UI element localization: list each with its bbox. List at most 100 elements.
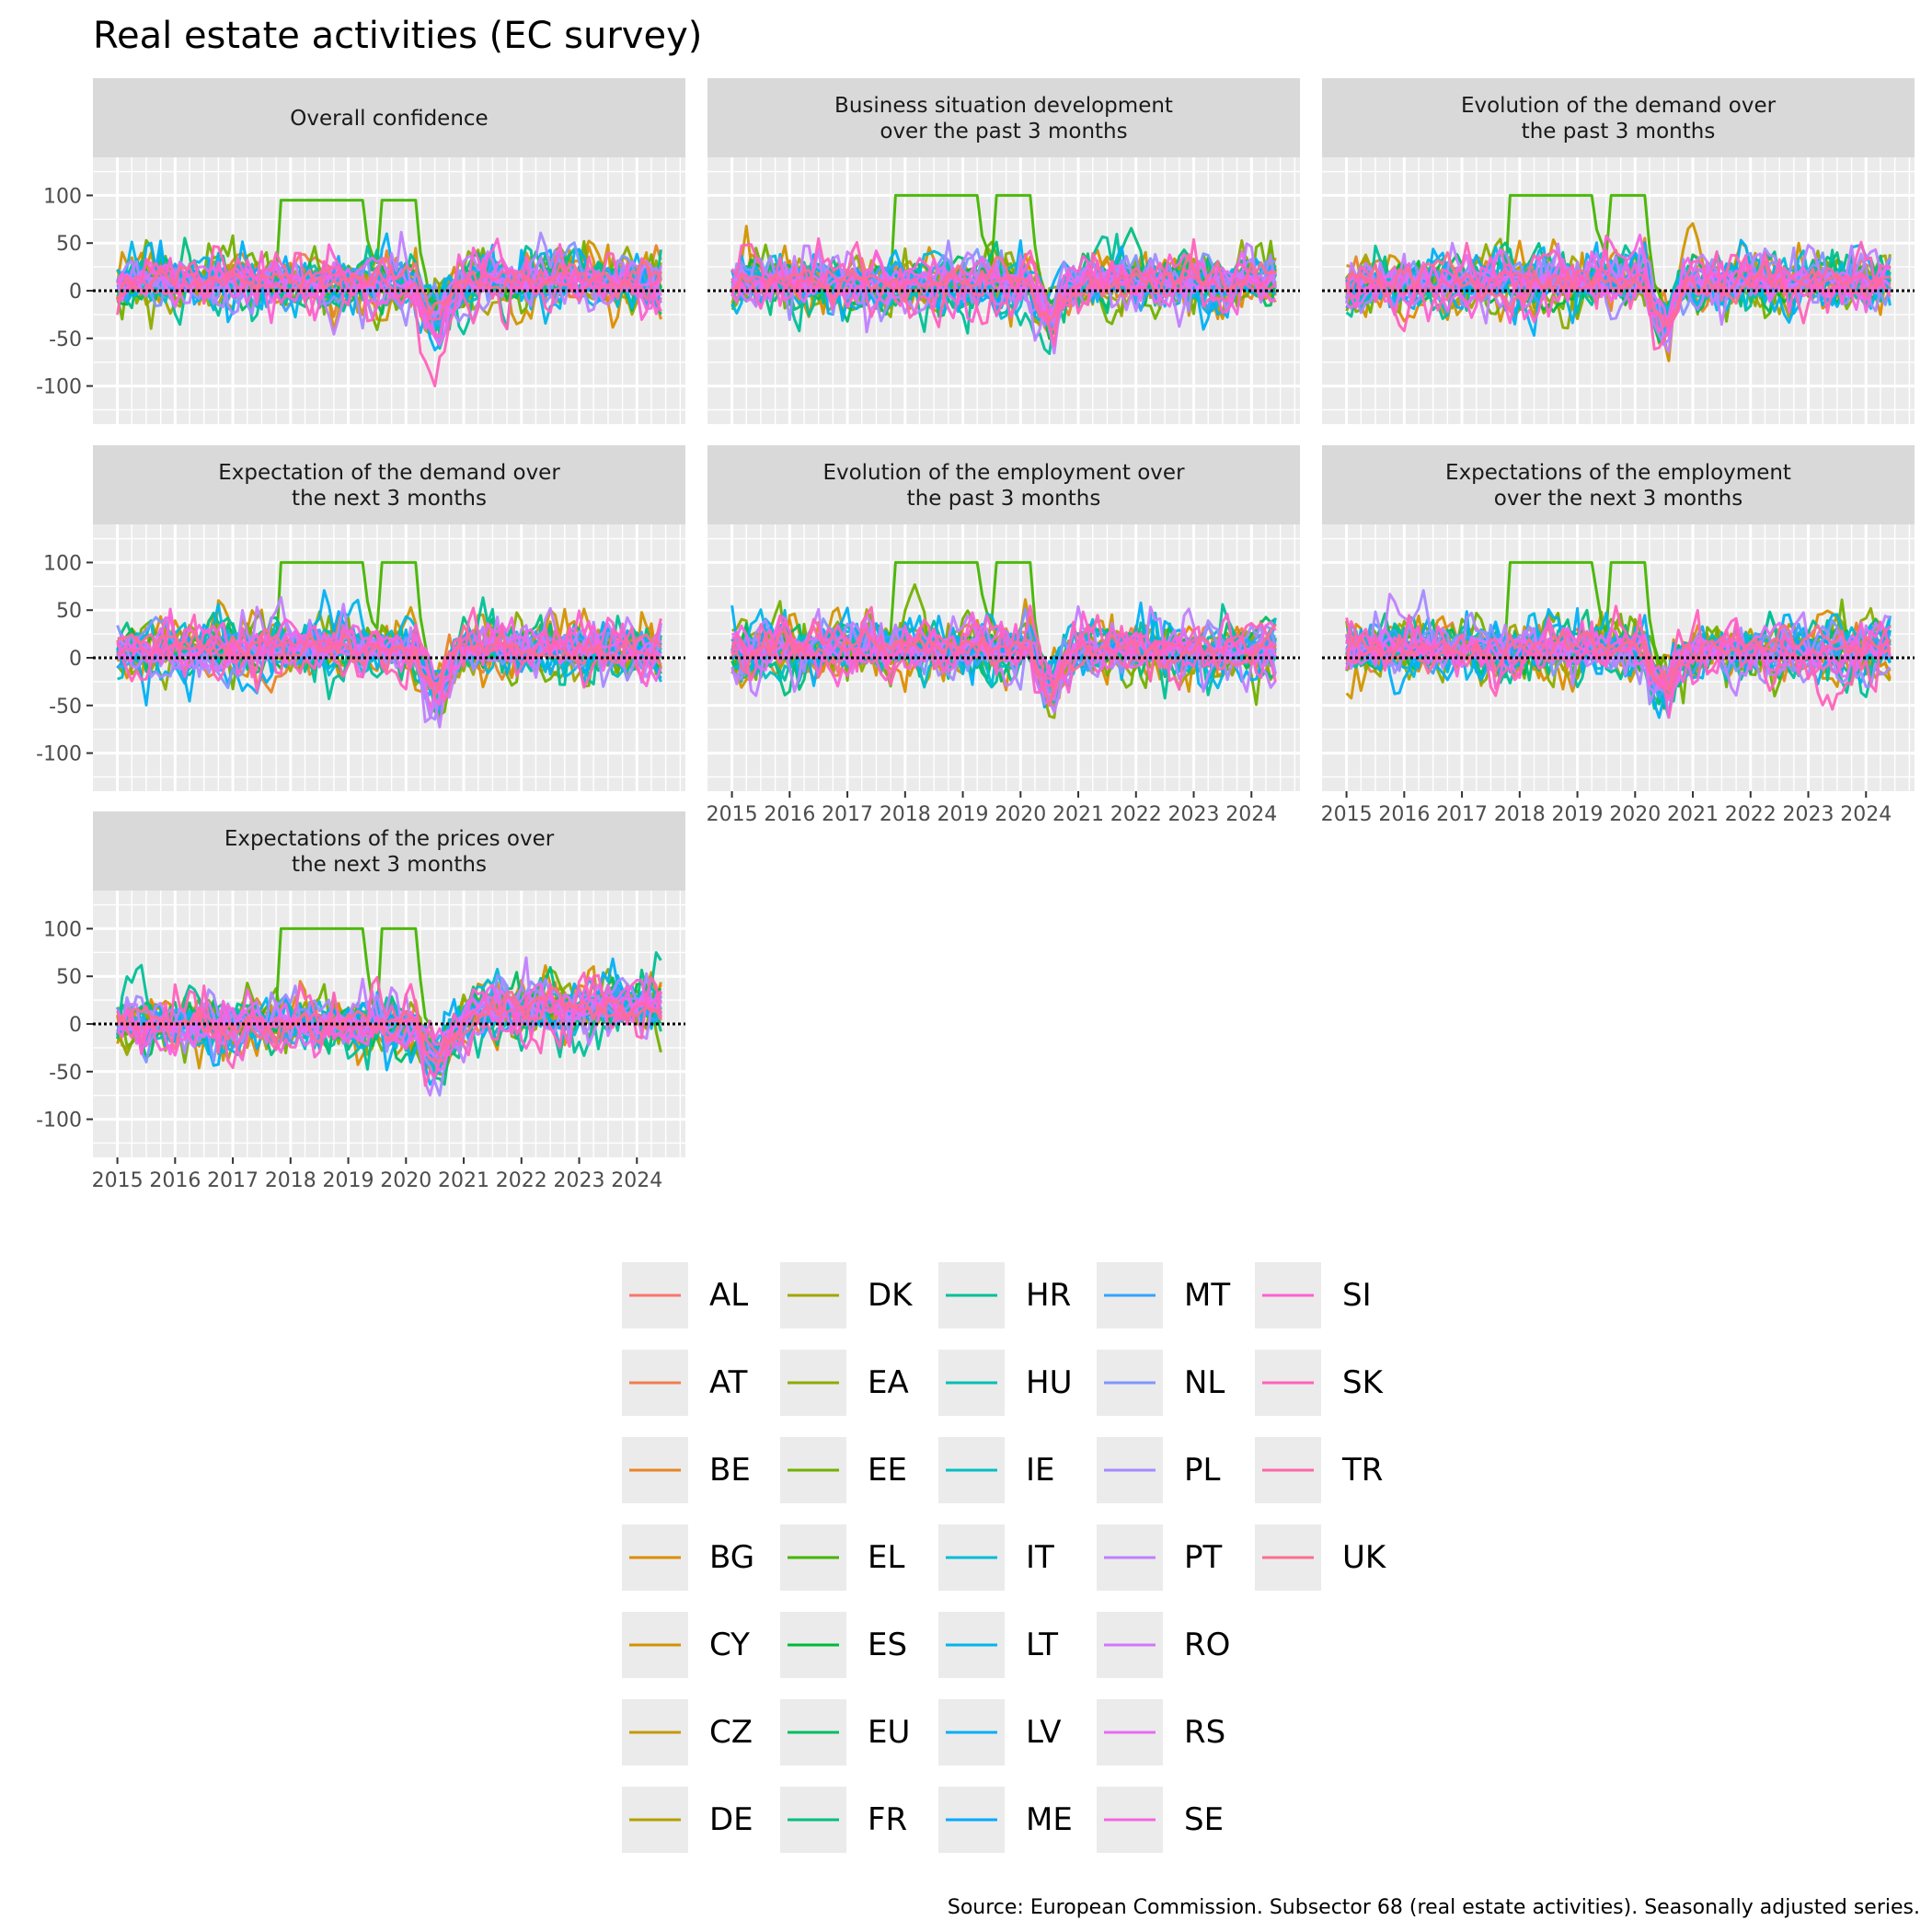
panel-strip: [1322, 445, 1915, 524]
legend-label: SE: [1184, 1801, 1224, 1838]
legend-item-si: SI: [1255, 1262, 1372, 1328]
x-tick-label: 2024: [611, 1169, 662, 1192]
legend-item-nl: NL: [1097, 1350, 1225, 1416]
legend-label: CZ: [709, 1714, 753, 1751]
x-tick-label: 2018: [265, 1169, 316, 1192]
legend-item-pl: PL: [1097, 1437, 1221, 1503]
x-tick-label: 2019: [323, 1169, 374, 1192]
x-tick-label: 2021: [1052, 803, 1104, 826]
legend-item-dk: DK: [780, 1262, 914, 1328]
y-tick-label: -50: [49, 328, 82, 351]
legend-item-cy: CY: [622, 1612, 750, 1678]
legend-label: NL: [1184, 1364, 1225, 1401]
panel-title: the next 3 months: [292, 853, 487, 877]
series-line-tr: [731, 625, 1277, 689]
legend-label: PT: [1184, 1539, 1223, 1576]
y-tick-label: 100: [43, 185, 82, 208]
legend-label: EE: [868, 1452, 907, 1489]
y-tick-label: 100: [43, 552, 82, 575]
y-tick-label: 0: [69, 1014, 82, 1037]
series-group: [1345, 560, 1892, 719]
series-line-si: [116, 237, 662, 339]
x-tick-label: 2019: [1552, 803, 1604, 826]
y-tick-label: -100: [36, 743, 82, 766]
legend-label: UK: [1342, 1539, 1387, 1576]
x-tick-label: 2020: [995, 803, 1046, 826]
legend-item-cz: CZ: [622, 1699, 753, 1765]
series-line-sk: [1346, 240, 1892, 351]
series-line-tr: [116, 994, 662, 1057]
legend-label: LT: [1026, 1627, 1058, 1663]
panel-strip: [1322, 78, 1915, 157]
panel-title: the past 3 months: [1522, 120, 1716, 144]
series-line-se: [1345, 620, 1892, 690]
y-tick-label: -50: [49, 696, 82, 719]
legend-label: PL: [1184, 1452, 1221, 1489]
legend-item-ee: EE: [780, 1437, 907, 1503]
panel-strip: [93, 78, 685, 157]
series-group: [116, 926, 662, 1097]
legend-label: RO: [1184, 1627, 1230, 1663]
y-tick-label: -50: [49, 1062, 82, 1085]
legend-label: SI: [1342, 1277, 1372, 1314]
y-tick-label: 50: [56, 600, 82, 623]
chart-caption: Source: European Commission. Subsector 6…: [948, 1896, 1920, 1919]
series-line-uk: [116, 987, 662, 1064]
legend-label: RS: [1184, 1714, 1225, 1751]
y-tick-label: -100: [36, 1110, 82, 1133]
series-line-se: [116, 616, 662, 683]
legend-label: MT: [1184, 1277, 1230, 1314]
panel-title: over the past 3 months: [880, 120, 1127, 144]
legend-item-at: AT: [622, 1350, 748, 1416]
y-tick-label: 50: [56, 233, 82, 256]
legend-label: HR: [1026, 1277, 1071, 1314]
series-line-sk: [730, 236, 1276, 348]
series-line-si: [730, 610, 1277, 696]
series-line-sk: [116, 606, 662, 703]
legend-item-be: BE: [622, 1437, 751, 1503]
series-group: [1345, 193, 1892, 362]
legend-item-hr: HR: [938, 1262, 1071, 1328]
legend-label: CY: [709, 1627, 750, 1663]
panel-1: Overall confidence 100 50 0 -50 -100: [36, 78, 685, 424]
series-line-tr: [116, 266, 662, 321]
panel-title: Expectation of the demand over: [218, 461, 560, 485]
legend-label: EA: [868, 1364, 909, 1401]
x-tick-label: 2021: [1667, 803, 1719, 826]
x-tick-label: 2016: [1378, 803, 1430, 826]
legend-label: AT: [709, 1364, 748, 1401]
series-group: [730, 560, 1277, 719]
series-line-uk: [730, 253, 1276, 322]
y-tick-label: 0: [69, 281, 82, 304]
x-tick-label: 2016: [764, 803, 815, 826]
y-tick-label: 100: [43, 918, 82, 941]
x-tick-label: 2015: [707, 803, 758, 826]
series-line-tr: [117, 635, 662, 692]
x-tick-label: 2020: [1609, 803, 1661, 826]
x-tick-label: 2023: [1783, 803, 1834, 826]
series-group: [116, 199, 662, 388]
legend-label: DE: [709, 1801, 753, 1838]
x-tick-label: 2020: [380, 1169, 431, 1192]
series-line-si: [730, 249, 1276, 324]
series-group: [730, 193, 1277, 355]
series-line-uk: [1345, 251, 1891, 328]
x-tick-label: 2022: [1110, 803, 1162, 826]
panel-title: Business situation development: [834, 94, 1173, 118]
legend-label: AL: [709, 1277, 748, 1314]
panel-strip: [707, 445, 1300, 524]
x-tick-label: 2024: [1225, 803, 1277, 826]
legend-label: ES: [868, 1627, 907, 1663]
x-tick-label: 2021: [438, 1169, 489, 1192]
legend-item-tr: TR: [1255, 1437, 1383, 1503]
legend-label: HU: [1026, 1364, 1072, 1401]
panel-strip: [93, 445, 685, 524]
x-tick-label: 2022: [496, 1169, 547, 1192]
panel-strip: [93, 811, 685, 891]
legend-item-al: AL: [622, 1262, 748, 1328]
